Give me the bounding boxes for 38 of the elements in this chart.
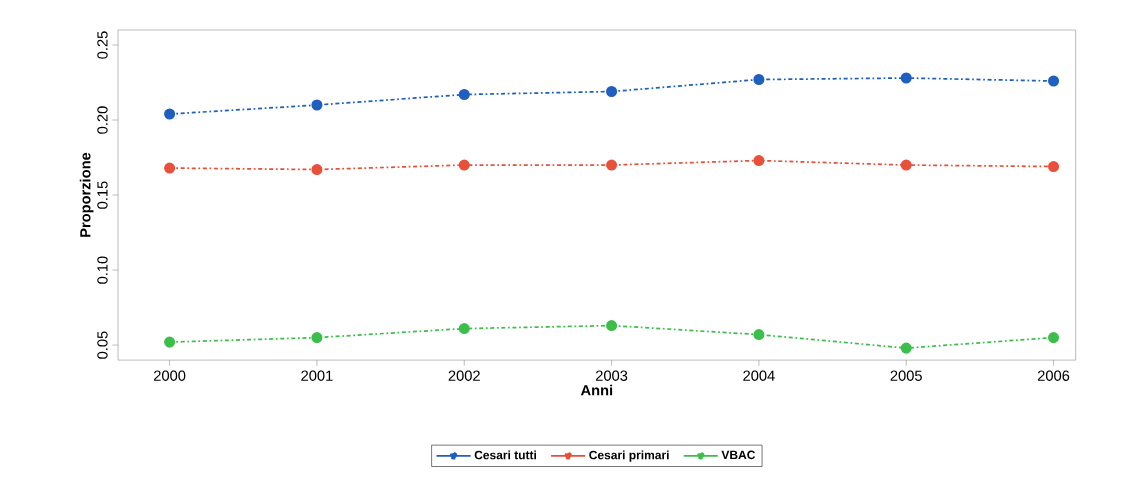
- point: [900, 342, 912, 354]
- x-tick-label: 2005: [890, 370, 922, 381]
- y-tick-label: 0.10: [97, 256, 108, 284]
- y-tick-label: 0.05: [97, 331, 108, 359]
- x-tick-label: 2003: [595, 370, 628, 381]
- x-tick-label: 2004: [743, 370, 775, 381]
- point: [164, 108, 176, 120]
- point: [606, 86, 618, 98]
- point: [458, 159, 470, 171]
- x-tick-label: 2000: [154, 370, 186, 381]
- point: [458, 323, 470, 335]
- point: [311, 164, 323, 176]
- point: [606, 320, 618, 332]
- point: [900, 159, 912, 171]
- point: [753, 329, 765, 341]
- point: [311, 99, 323, 111]
- y-tick-label: 0.15: [97, 181, 108, 209]
- point: [311, 332, 323, 344]
- point: [1048, 161, 1060, 173]
- y-axis-title: Proporzione: [79, 152, 94, 237]
- point: [164, 162, 176, 174]
- point: [1048, 332, 1060, 344]
- legend-label: Cesari primari: [589, 450, 669, 462]
- point: [606, 159, 618, 171]
- y-tick-label: 0.25: [97, 31, 108, 59]
- x-tick-label: 2006: [1037, 370, 1070, 381]
- x-axis-title: Anni: [580, 384, 613, 396]
- x-tick-label: 2002: [448, 370, 480, 381]
- point: [458, 89, 470, 101]
- point: [1048, 75, 1060, 87]
- point: [164, 336, 176, 348]
- point: [753, 155, 765, 167]
- y-tick-label: 0.20: [97, 106, 108, 134]
- x-tick-label: 2001: [301, 370, 333, 381]
- point: [753, 74, 765, 86]
- legend-label: Cesari tutti: [474, 450, 537, 460]
- legend-label: VBAC: [721, 450, 756, 460]
- point: [900, 72, 912, 84]
